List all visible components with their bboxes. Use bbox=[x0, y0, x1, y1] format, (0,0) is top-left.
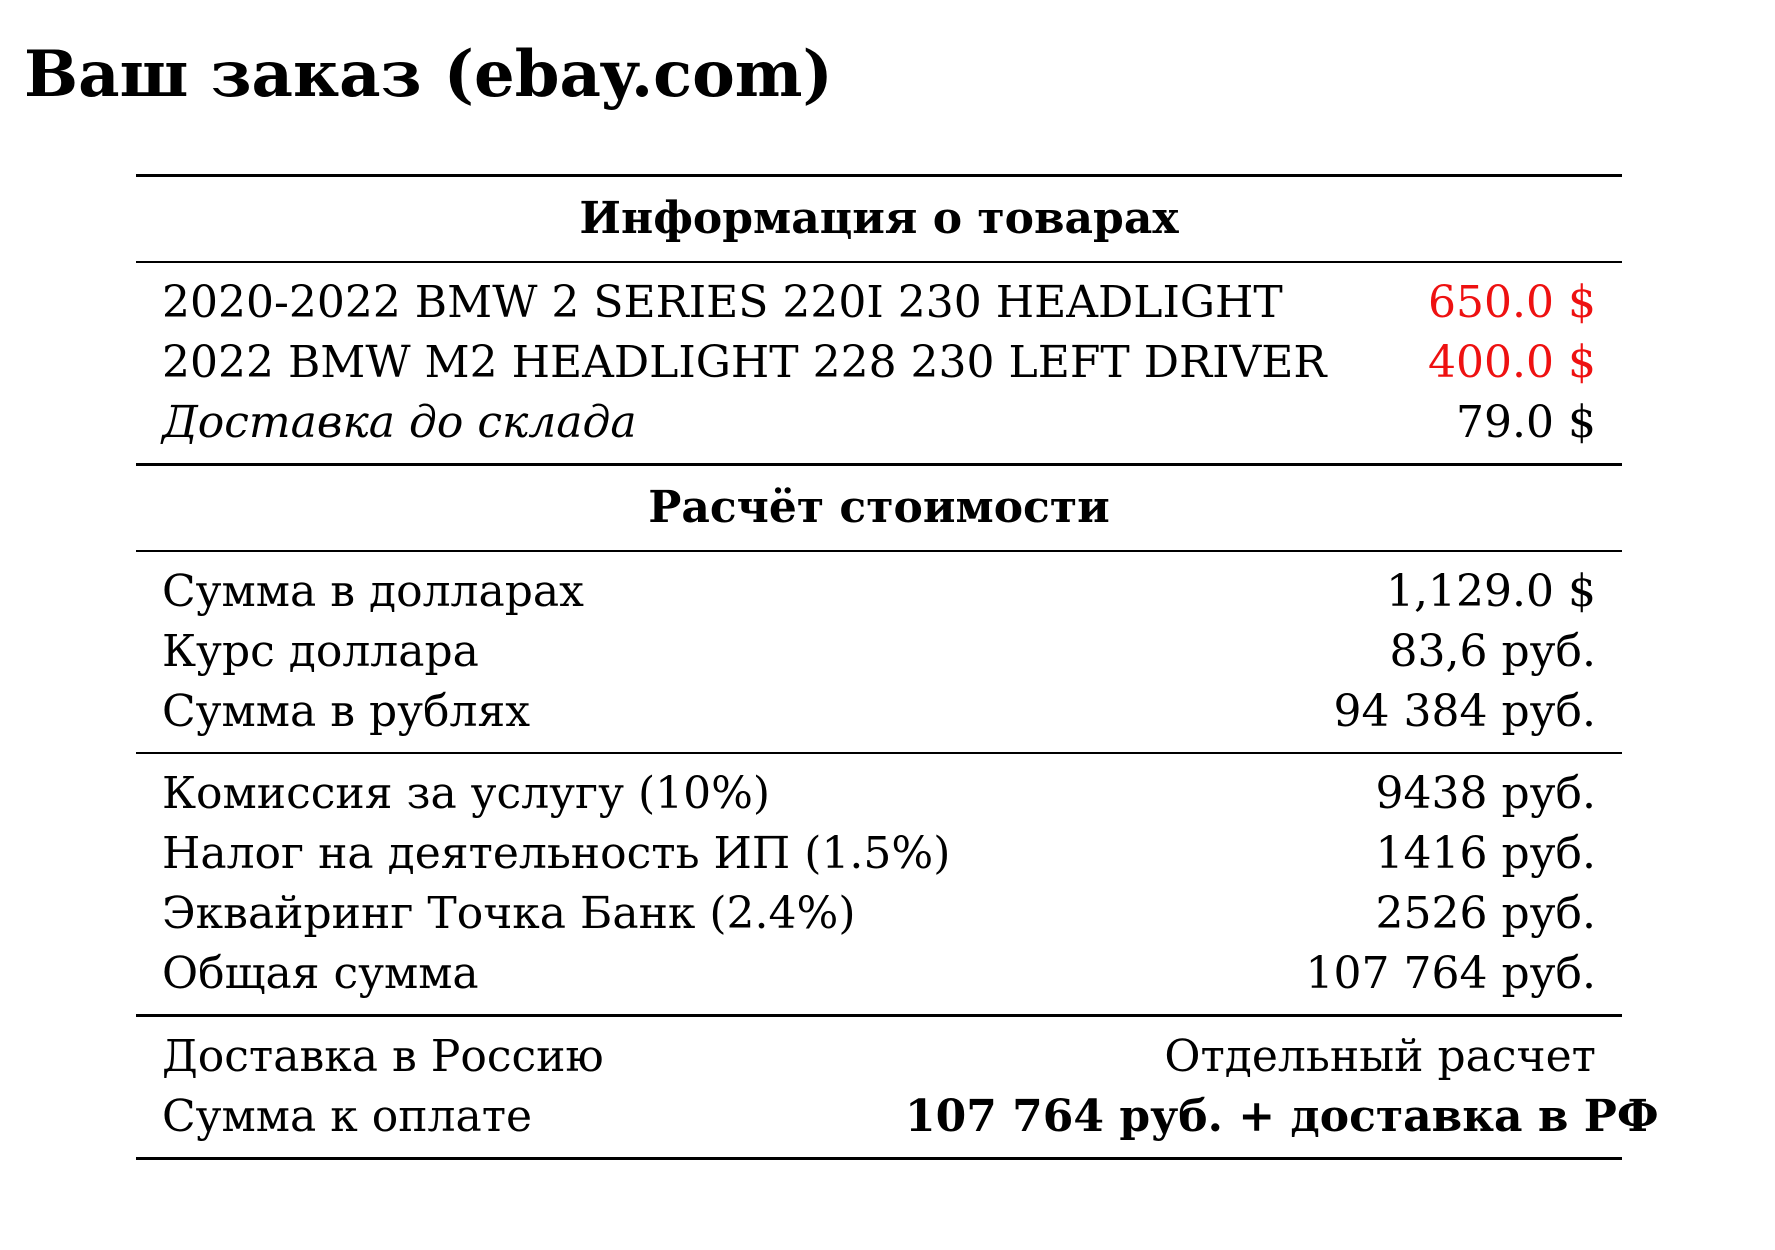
russia-shipping-value: Отдельный расчет bbox=[1164, 1031, 1596, 1082]
item-price: 650.0 $ bbox=[1428, 277, 1596, 328]
sum-usd-value: 1,129.0 $ bbox=[1386, 566, 1596, 617]
item-name: 2022 BMW M2 HEADLIGHT 228 230 LEFT DRIVE… bbox=[162, 337, 1327, 388]
exchange-rate-value: 83,6 руб. bbox=[1389, 626, 1597, 677]
conversion-row: Сумма в долларах 1,129.0 $ bbox=[136, 551, 1622, 622]
final-row: Сумма к оплате 107 764 руб. + доставка в… bbox=[136, 1087, 1659, 1159]
fee-row: Эквайринг Точка Банк (2.4%) 2526 руб. bbox=[136, 884, 1622, 944]
total-label: Общая сумма bbox=[162, 948, 479, 999]
exchange-rate-label: Курс доллара bbox=[162, 626, 479, 677]
warehouse-shipping-label: Доставка до склада bbox=[162, 397, 637, 448]
service-fee-value: 9438 руб. bbox=[1375, 768, 1597, 819]
fee-row: Общая сумма 107 764 руб. bbox=[136, 944, 1622, 1016]
warehouse-shipping-value: 79.0 $ bbox=[1456, 397, 1596, 448]
service-fee-label: Комиссия за услугу (10%) bbox=[162, 768, 771, 819]
page-title: Ваш заказ (ebay.com) bbox=[24, 37, 833, 112]
fee-row: Комиссия за услугу (10%) 9438 руб. bbox=[136, 753, 1622, 824]
warehouse-shipping-row: Доставка до склада 79.0 $ bbox=[136, 393, 1622, 465]
sum-usd-label: Сумма в долларах bbox=[162, 566, 584, 617]
acquiring-value: 2526 руб. bbox=[1375, 888, 1597, 939]
tax-label: Налог на деятельность ИП (1.5%) bbox=[162, 828, 951, 879]
calc-heading-row: Расчёт стоимости bbox=[136, 464, 1622, 552]
goods-heading-row: Информация о товарах bbox=[136, 175, 1622, 263]
amount-due-label: Сумма к оплате bbox=[162, 1091, 533, 1142]
total-value: 107 764 руб. bbox=[1305, 948, 1596, 999]
amount-due-value: 107 764 руб. + доставка в РФ bbox=[905, 1091, 1659, 1142]
conversion-row: Сумма в рублях 94 384 руб. bbox=[136, 682, 1622, 753]
item-price: 400.0 $ bbox=[1428, 337, 1596, 388]
tax-value: 1416 руб. bbox=[1375, 828, 1597, 879]
final-row: Доставка в Россию Отдельный расчет bbox=[136, 1015, 1622, 1088]
goods-section-heading: Информация о товарах bbox=[579, 193, 1179, 244]
conversion-row: Курс доллара 83,6 руб. bbox=[136, 622, 1622, 682]
order-summary-table: Информация о товарах 2020-2022 BMW 2 SER… bbox=[136, 174, 1659, 1160]
calc-section-heading: Расчёт стоимости bbox=[648, 482, 1110, 533]
russia-shipping-label: Доставка в Россию bbox=[162, 1031, 604, 1082]
item-name: 2020-2022 BMW 2 SERIES 220I 230 HEADLIGH… bbox=[162, 277, 1283, 328]
item-row: 2020-2022 BMW 2 SERIES 220I 230 HEADLIGH… bbox=[136, 262, 1622, 333]
sum-rub-value: 94 384 руб. bbox=[1333, 686, 1596, 737]
fee-row: Налог на деятельность ИП (1.5%) 1416 руб… bbox=[136, 824, 1622, 884]
item-row: 2022 BMW M2 HEADLIGHT 228 230 LEFT DRIVE… bbox=[136, 333, 1622, 393]
acquiring-label: Эквайринг Точка Банк (2.4%) bbox=[162, 888, 856, 939]
sum-rub-label: Сумма в рублях bbox=[162, 686, 531, 737]
